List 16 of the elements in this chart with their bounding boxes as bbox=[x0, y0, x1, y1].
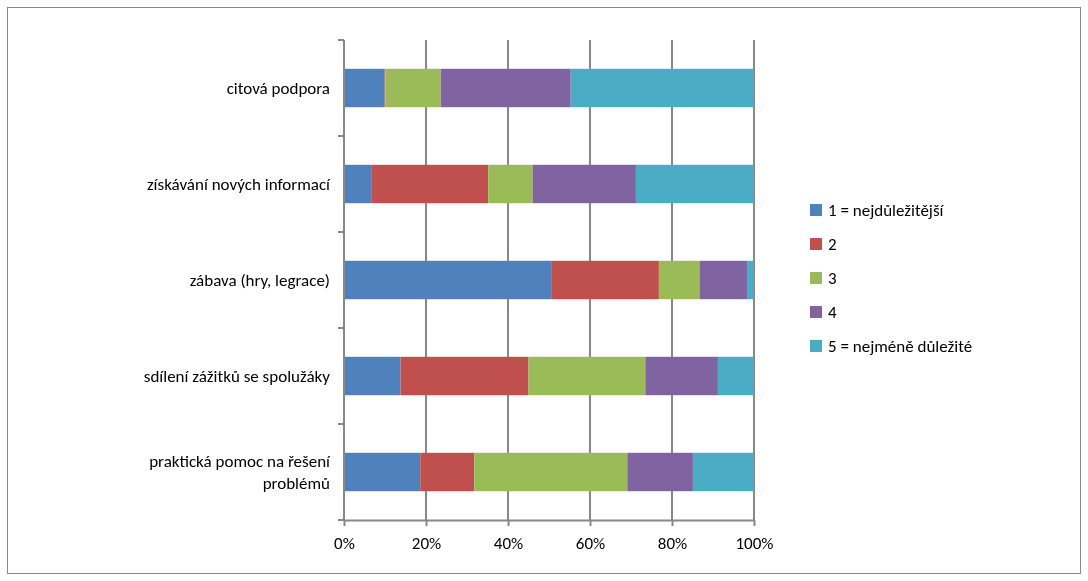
legend-label: 5 = nejméně důležité bbox=[828, 335, 973, 357]
y-tick-label: praktická pomoc na řešení problémů bbox=[149, 450, 332, 494]
legend-label: 1 = nejdůležitější bbox=[828, 199, 945, 221]
x-tick-label: 40% bbox=[493, 533, 524, 555]
legend-label: 3 bbox=[828, 267, 837, 289]
legend-label: 4 bbox=[828, 301, 837, 323]
y-tick-label: zábava (hry, legrace) bbox=[189, 269, 330, 291]
x-tick-label: 0% bbox=[334, 533, 355, 555]
y-tick-label: získávání nových informací bbox=[146, 173, 332, 195]
y-tick-label: citová podpora bbox=[226, 77, 330, 99]
x-tick-label: 100% bbox=[735, 533, 774, 555]
x-tick-label: 80% bbox=[657, 533, 688, 555]
legend-label: 2 bbox=[828, 233, 837, 255]
y-tick-label: sdílení zážitků se spolužáky bbox=[143, 365, 331, 387]
x-tick-label: 20% bbox=[411, 533, 442, 555]
x-tick-label: 60% bbox=[575, 533, 606, 555]
